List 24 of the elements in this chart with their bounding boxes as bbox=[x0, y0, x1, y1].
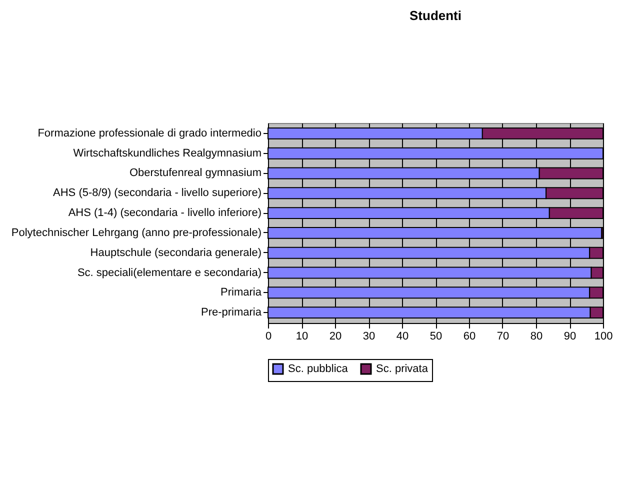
y-tick-label: Polytechnischer Lehrgang (anno pre-professionale) bbox=[11, 226, 262, 239]
y-tick-label: AHS (1-4) (secondaria - livello inferiore) bbox=[68, 207, 262, 220]
y-tick-label: Hauptschule (secondaria generale) bbox=[90, 246, 262, 259]
x-tick-label: 30 bbox=[362, 330, 376, 342]
y-tick-label: Formazione professionale di grado intermedio bbox=[38, 127, 262, 140]
y-tick-label: Wirtschaftskundliches Realgymnasium bbox=[73, 147, 262, 160]
x-tick-label: 40 bbox=[396, 330, 409, 342]
chart-title: Studenti bbox=[410, 8, 462, 23]
x-tick-label: 60 bbox=[463, 330, 476, 342]
x-tick-label: 0 bbox=[265, 330, 272, 342]
y-tick-label: Primaria bbox=[220, 286, 262, 299]
legend-label: Sc. pubblica bbox=[288, 363, 349, 375]
y-tick-label: Oberstufenreal gymnasium bbox=[129, 167, 262, 180]
x-tick-label: 90 bbox=[564, 330, 576, 342]
y-tick-label: Pre-primaria bbox=[200, 306, 262, 319]
x-tick-label: 20 bbox=[329, 330, 342, 342]
x-tick-label: 80 bbox=[530, 330, 543, 342]
legend-label: Sc. privata bbox=[376, 363, 429, 375]
x-tick-label: 100 bbox=[594, 330, 613, 342]
x-tick-label: 50 bbox=[430, 330, 442, 342]
x-tick-label: 10 bbox=[296, 330, 308, 342]
x-tick-label: 70 bbox=[496, 330, 510, 342]
y-tick-label: AHS (5-8/9) (secondaria - livello superiore) bbox=[53, 187, 262, 200]
y-tick-label: Sc. speciali(elementare e secondaria) bbox=[77, 266, 262, 279]
